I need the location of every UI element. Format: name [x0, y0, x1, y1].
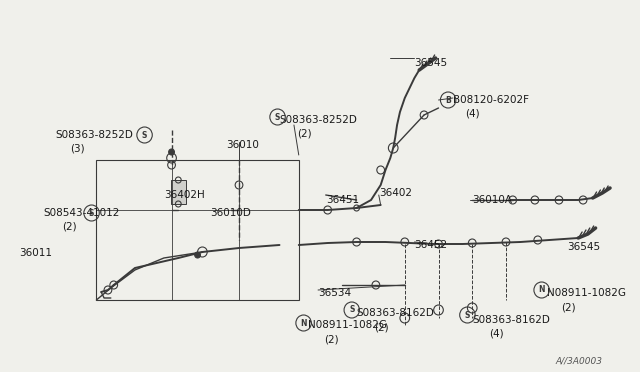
- Text: 36010A: 36010A: [472, 195, 512, 205]
- Text: 36452: 36452: [415, 240, 447, 250]
- Text: S08543-41012: S08543-41012: [44, 208, 120, 218]
- Text: S08363-8252D: S08363-8252D: [55, 130, 133, 140]
- Text: (2): (2): [561, 302, 575, 312]
- Text: 36402: 36402: [379, 188, 412, 198]
- Text: S: S: [465, 311, 470, 320]
- Circle shape: [169, 149, 175, 155]
- Text: (4): (4): [490, 328, 504, 338]
- Text: S: S: [89, 208, 94, 218]
- Text: S08363-8162D: S08363-8162D: [472, 315, 550, 325]
- Text: S08363-8252D: S08363-8252D: [280, 115, 357, 125]
- Text: N08911-1082G: N08911-1082G: [547, 288, 627, 298]
- Text: A//3A0003: A//3A0003: [556, 356, 602, 365]
- Bar: [171, 180, 186, 204]
- Text: S: S: [275, 112, 280, 122]
- Text: S: S: [142, 131, 147, 140]
- Text: B08120-6202F: B08120-6202F: [453, 95, 529, 105]
- Text: 36545: 36545: [415, 58, 447, 68]
- Text: 36402H: 36402H: [164, 190, 205, 200]
- Bar: [97, 160, 299, 300]
- Text: 36010: 36010: [227, 140, 259, 150]
- Text: (4): (4): [465, 108, 480, 118]
- Text: (3): (3): [70, 143, 85, 153]
- Text: N08911-1082G: N08911-1082G: [308, 320, 387, 330]
- Text: B: B: [445, 96, 451, 105]
- Text: 36011: 36011: [19, 248, 52, 258]
- Text: N: N: [300, 318, 307, 327]
- Text: 36545: 36545: [566, 242, 600, 252]
- Text: (2): (2): [374, 322, 388, 332]
- Text: 36010D: 36010D: [210, 208, 251, 218]
- Text: (2): (2): [324, 334, 339, 344]
- Text: 36451: 36451: [326, 195, 359, 205]
- Text: (2): (2): [61, 221, 76, 231]
- Circle shape: [195, 252, 200, 258]
- Text: N: N: [538, 285, 545, 295]
- Text: S08363-8162D: S08363-8162D: [356, 308, 435, 318]
- Text: 36534: 36534: [318, 288, 351, 298]
- Text: (2): (2): [297, 128, 312, 138]
- Text: S: S: [349, 305, 355, 314]
